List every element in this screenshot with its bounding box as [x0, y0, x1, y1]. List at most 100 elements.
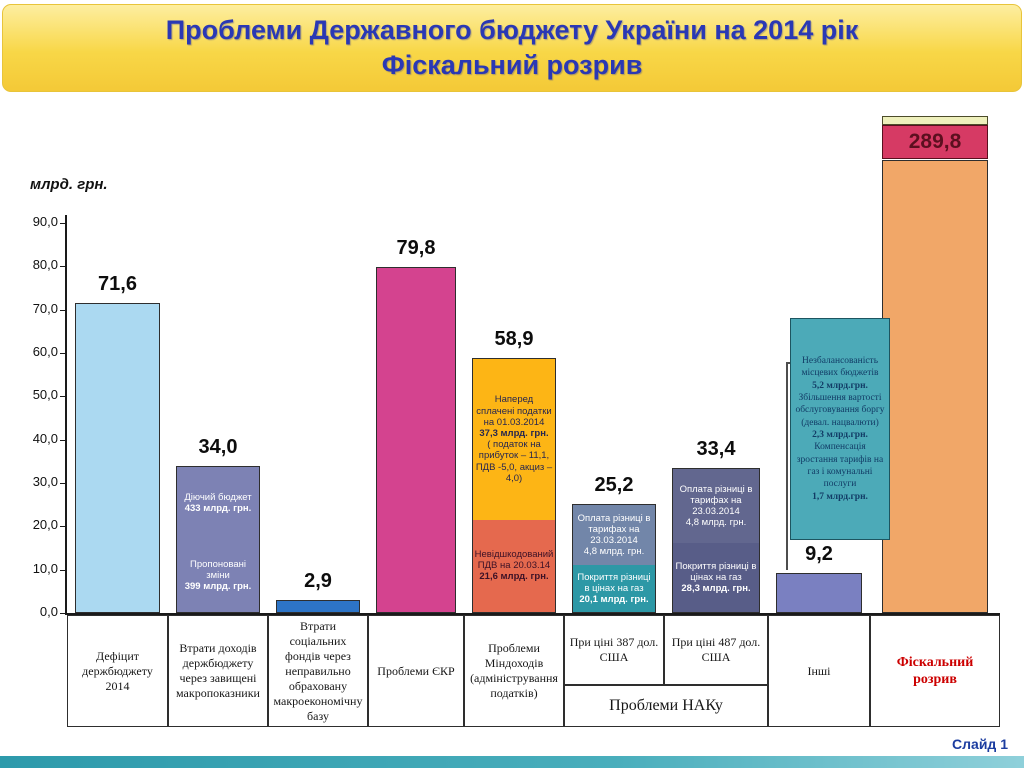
category-label: Дефіцит держбюджету 2014: [82, 648, 153, 693]
annotation-connector-top: [786, 362, 792, 364]
annotation-connector: [786, 362, 788, 570]
y-tick-label: 40,0: [32, 430, 58, 446]
y-tick-mark: [60, 396, 65, 398]
bar-segment: Діючий бюджет 433 млрд. грн.: [177, 466, 259, 540]
category-label: Інші: [807, 663, 831, 678]
category-cell-6: При ціні 387 дол. США: [564, 615, 664, 685]
slide-title-banner: Проблеми Державного бюджету України на 2…: [2, 4, 1022, 92]
y-tick-mark: [60, 309, 65, 311]
bar-value-label: 25,2: [594, 473, 634, 496]
category-label: При ціні 487 дол. США: [671, 635, 761, 664]
bar-segment: Оплата різниці в тарифах на 23.03.2014 4,…: [573, 504, 655, 566]
text-line: Невідшкодований ПДВ на 20.03.14: [474, 549, 554, 572]
y-tick-mark: [60, 613, 65, 614]
y-tick-label: 20,0: [32, 517, 58, 533]
text-line: Покриття різниці в цінах на газ: [675, 560, 757, 584]
bar-segment: Оплата різниці в тарифах на 23.03.2014 4,…: [673, 469, 759, 544]
annotation-box: Незбалансованість місцевих бюджетів 5,2 м…: [790, 318, 890, 540]
bar-5: Наперед сплачені податки на 01.03.2014 37…: [472, 357, 556, 613]
bar-segment: Покриття різниці в цінах на газ 28,3 млрд…: [673, 543, 759, 612]
bar-value-label: 2,9: [304, 570, 332, 593]
y-tick-mark: [60, 353, 65, 354]
bar-7: Оплата різниці в тарифах на 23.03.2014 4,…: [672, 468, 760, 613]
category-cell-5: Проблеми Міндоходів (адміністрування под…: [464, 615, 564, 727]
text-line: 37,3 млрд. грн.: [479, 428, 549, 440]
y-tick-mark: [60, 266, 65, 268]
y-tick-label: 30,0: [32, 474, 58, 489]
text-line: Незбалансованість місцевих бюджетів: [801, 355, 879, 379]
text-line: Діючий бюджет: [184, 491, 252, 503]
text-line: 28,3 млрд. грн.: [681, 583, 751, 595]
category-label: Проблеми Міндоходів (адміністрування под…: [470, 641, 558, 700]
text-line: Наперед сплачені податки на 01.03.2014: [476, 394, 552, 428]
text-line: Збільшення вартості обслуговування боргу…: [795, 392, 885, 428]
text-line: Оплата різниці в тарифах на 23.03.2014: [679, 483, 753, 518]
y-tick-mark: [60, 223, 65, 224]
y-tick-label: 10,0: [32, 560, 58, 576]
category-label: При ціні 387 дол. США: [569, 635, 659, 664]
y-tick-label: 90,0: [32, 214, 58, 229]
text-line: 433 млрд. грн.: [184, 502, 252, 514]
category-cell-7: При ціні 487 дол. США: [664, 615, 768, 685]
bar-value-label: 33,4: [696, 438, 736, 461]
bar-segment: Пропоновані зміни 399 млрд. грн.: [177, 539, 259, 612]
y-axis-unit-label: млрд. грн.: [30, 176, 108, 193]
bar-4: [376, 267, 456, 613]
category-cell-8: Інші: [768, 615, 870, 727]
y-tick-label: 70,0: [32, 300, 58, 316]
bar-value-label: 58,9: [494, 327, 534, 350]
text-line: Покриття різниці в цінах на газ: [577, 571, 651, 595]
y-tick-mark: [60, 439, 65, 441]
text-line: 4,8 млрд. грн.: [685, 517, 747, 529]
y-tick-label: 50,0: [32, 387, 58, 403]
y-axis-line: [65, 215, 67, 613]
category-cell-2: Втрати доходів держбюджету через завищен…: [168, 615, 268, 727]
bar-segment: Покриття різниці в цінах на газ 20,1 млрд…: [573, 565, 655, 612]
y-tick-mark: [60, 483, 65, 484]
group-label-cell: Проблеми НАКу: [564, 685, 768, 727]
bar-value-label: 34,0: [198, 435, 238, 458]
category-cell-3: Втрати соціальних фондів через неправиль…: [268, 615, 368, 727]
bar-8: [776, 573, 862, 613]
category-label: Проблеми ЄКР: [377, 663, 455, 678]
category-label: Втрати доходів держбюджету через завищен…: [176, 641, 260, 700]
text-line: 399 млрд. грн.: [184, 581, 252, 593]
text-line: 21,6 млрд. грн.: [479, 571, 549, 583]
text-line: 5,2 млрд.грн.: [812, 380, 868, 391]
category-label: Фіскальний розрив: [896, 654, 974, 688]
bar-value-label: 71,6: [98, 272, 137, 295]
bar-value-label: 9,2: [805, 543, 833, 566]
category-label: Втрати соціальних фондів через неправиль…: [273, 618, 363, 723]
slide-number-label: Слайд 1: [952, 736, 1008, 752]
bar-3: [276, 600, 360, 613]
category-cell-1: Дефіцит держбюджету 2014: [67, 615, 168, 727]
category-cell-4: Проблеми ЄКР: [368, 615, 464, 727]
text-line: 20,1 млрд. грн.: [579, 594, 649, 606]
text-line: 2,3 млрд.грн.: [812, 430, 868, 440]
y-tick-label: 0,0: [39, 604, 58, 619]
x-axis-line: [65, 613, 1000, 615]
bar-segment: Наперед сплачені податки на 01.03.2014 37…: [473, 358, 555, 520]
y-tick-mark: [60, 526, 65, 528]
y-tick-label: 60,0: [32, 344, 58, 359]
bar-6: Оплата різниці в тарифах на 23.03.2014 4,…: [572, 503, 656, 613]
text-line: ( податок на прибуток – 11,1, ПДВ -5,0, …: [475, 439, 553, 484]
bar-2: Діючий бюджет 433 млрд. грн. Пропоновані з…: [176, 465, 260, 613]
bar-segment: Невідшкодований ПДВ на 20.03.14 21,6 млрд…: [473, 519, 555, 612]
text-line: Компенсація зростання тарифів на газ і к…: [796, 442, 884, 490]
bar-top-cap: [882, 116, 988, 125]
text-line: 4,8 млрд. грн.: [583, 546, 645, 558]
category-cell-9: Фіскальний розрив: [870, 615, 1000, 727]
bar-1: [75, 302, 160, 613]
slide-title-line1: Проблеми Державного бюджету України на 2…: [165, 14, 859, 45]
y-tick-mark: [60, 569, 65, 571]
bar-value-label: 79,8: [396, 237, 436, 260]
text-line: 1,7 млрд.грн.: [812, 491, 868, 502]
footer-strip: [0, 756, 1024, 768]
text-line: Пропоновані зміни: [190, 558, 246, 582]
bar-value-box: 289,8: [882, 125, 988, 159]
text-line: Оплата різниці в тарифах на 23.03.2014: [577, 512, 651, 547]
bar-9: [882, 160, 988, 613]
